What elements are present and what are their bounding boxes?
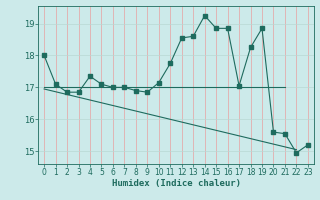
X-axis label: Humidex (Indice chaleur): Humidex (Indice chaleur): [111, 179, 241, 188]
